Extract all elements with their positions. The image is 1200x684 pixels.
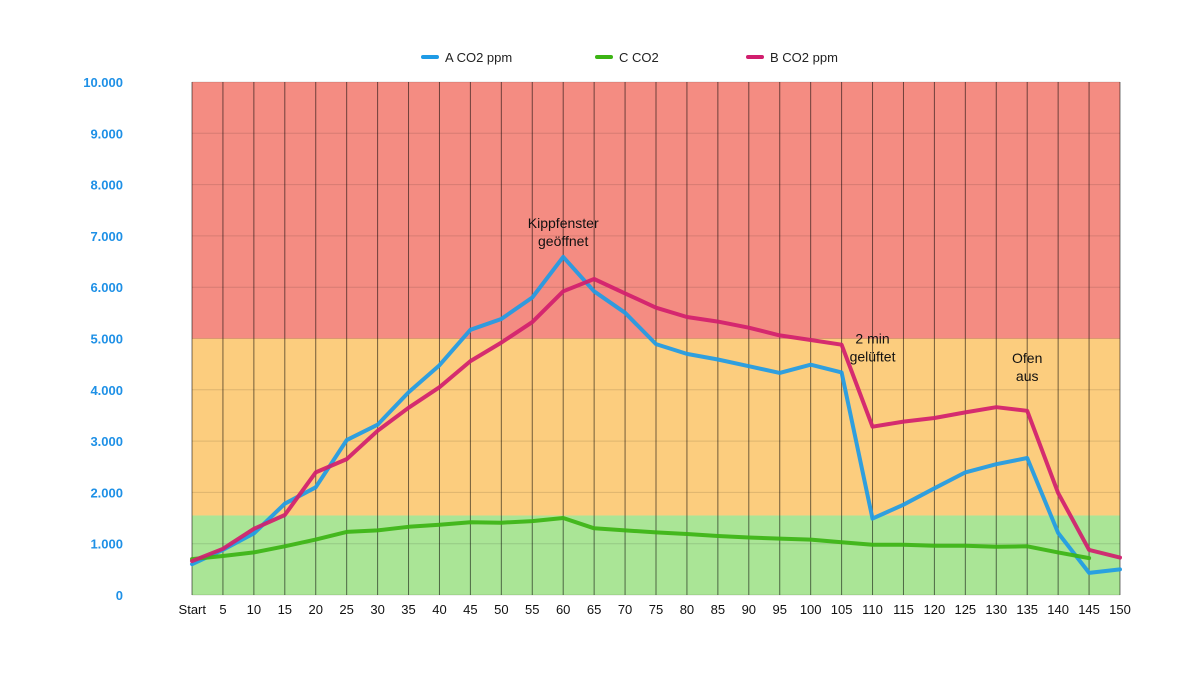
x-tick-label: 85 [711, 602, 725, 617]
y-tick-label: 8.000 [90, 178, 123, 193]
x-tick-label: 65 [587, 602, 601, 617]
x-tick-label: 15 [278, 602, 292, 617]
x-tick-label: 75 [649, 602, 663, 617]
x-tick-label: 50 [494, 602, 508, 617]
x-axis-ticks: Start 5 10 15 20 25 30 35 40 45 50 55 60 65 70 75 80 85 90… [179, 602, 1131, 617]
series-line-0 [190, 254, 1122, 575]
legend-label: A CO2 ppm [445, 50, 512, 65]
legend-label: B CO2 ppm [770, 50, 838, 65]
x-tick-label: 40 [432, 602, 446, 617]
x-tick-label: 130 [985, 602, 1007, 617]
y-tick-label: 4.000 [90, 383, 123, 398]
x-tick-label: 5 [219, 602, 226, 617]
series-lines [190, 254, 1122, 575]
x-tick-label: 105 [831, 602, 853, 617]
annotation-0: Kippfenster geöffnet [528, 215, 599, 249]
x-tick-label: 25 [339, 602, 353, 617]
x-tick-label: 95 [772, 602, 786, 617]
annotation-1: 2 min gelüftet [850, 331, 896, 365]
x-tick-label: 100 [800, 602, 822, 617]
x-tick-label: 150 [1109, 602, 1131, 617]
grid-lines [191, 81, 1121, 596]
y-tick-label: 9.000 [90, 126, 123, 141]
x-tick-label: 10 [247, 602, 261, 617]
x-tick-label: 60 [556, 602, 570, 617]
legend: A CO2 ppm C CO2 B CO2 ppm [421, 50, 838, 65]
y-axis-ticks: 0 1.000 2.000 3.000 4.000 5.000 6.000 7.000 8.00… [83, 75, 123, 603]
x-tick-label: 140 [1047, 602, 1069, 617]
y-tick-label: 5.000 [90, 332, 123, 347]
y-tick-label: 2.000 [90, 485, 123, 500]
y-tick-label: 7.000 [90, 229, 123, 244]
x-tick-label: 70 [618, 602, 632, 617]
series-line-1 [190, 516, 1092, 562]
annotation-2: Ofen aus [1012, 350, 1042, 384]
x-tick-label: 20 [308, 602, 322, 617]
x-tick-label: 115 [893, 602, 914, 617]
y-tick-label: 10.000 [83, 75, 123, 90]
x-tick-label: 35 [401, 602, 415, 617]
x-tick-label: 45 [463, 602, 477, 617]
x-tick-label: 120 [924, 602, 946, 617]
y-tick-label: 3.000 [90, 434, 123, 449]
x-tick-label: 125 [954, 602, 976, 617]
y-tick-label: 6.000 [90, 280, 123, 295]
y-tick-label: 0 [116, 588, 123, 603]
legend-label: C CO2 [619, 50, 659, 65]
x-tick-label: 110 [862, 602, 883, 617]
x-tick-label: Start [179, 602, 207, 617]
x-tick-label: 30 [370, 602, 384, 617]
series-line-2 [190, 277, 1122, 564]
x-tick-label: 145 [1078, 602, 1100, 617]
y-tick-label: 1.000 [90, 537, 123, 552]
x-tick-label: 55 [525, 602, 539, 617]
x-tick-label: 135 [1016, 602, 1038, 617]
x-tick-label: 80 [680, 602, 694, 617]
x-tick-label: 90 [742, 602, 756, 617]
annotations: Kippfenster geöffnet 2 min gelüftet Ofen aus [528, 215, 1043, 384]
